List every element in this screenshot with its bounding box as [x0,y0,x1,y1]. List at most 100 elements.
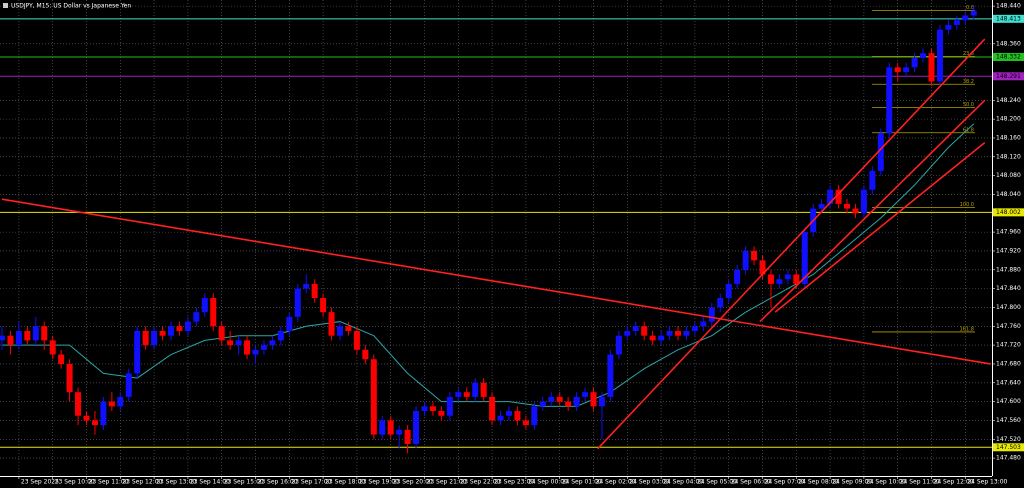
x-tick-label: 23 Sep 17:00 [291,479,331,486]
level-label: 148.002 [996,209,1021,216]
candle-body [506,411,512,416]
x-tick-label: 23 Sep 10:00 [55,479,95,486]
candle-body [615,335,622,355]
candle-body [303,283,310,289]
candle-body [784,274,791,280]
y-tick-label: 148.200 [996,116,1021,123]
candle-body [387,420,394,435]
candle-body [649,335,656,341]
y-tick-label: 147.640 [996,379,1021,386]
candle-body [877,133,884,171]
candle-body [108,401,115,407]
candle-body [142,330,149,346]
candle-body [277,330,284,341]
candle-body [734,269,741,284]
candle-body [463,392,470,397]
candle-body [522,420,529,426]
candle-body [345,326,352,331]
candle-body [396,429,403,435]
x-tick-label: 23 Sep 23:00 [494,479,534,486]
candle-body [928,53,935,82]
y-tick-label: 147.800 [996,304,1021,311]
candle-body [320,298,327,313]
candle-body [945,24,952,30]
y-tick-label: 148.360 [996,40,1021,47]
candle-body [683,330,690,336]
level-marker [993,52,1024,61]
candle-body [700,321,707,327]
candle-body [91,420,98,426]
x-tick-label: 24 Sep 06:00 [731,479,771,486]
candle-body [920,53,927,58]
x-tick-label: 23 Sep 12:00 [122,479,162,486]
candle-body [184,321,191,331]
candle-body [404,429,411,444]
y-tick-label: 147.840 [996,285,1021,292]
candle-body [151,330,158,346]
candle-body [117,396,124,407]
candle-body [903,67,910,73]
level-marker [993,72,1024,81]
candle-body [244,340,251,355]
level-label: 147.503 [996,444,1021,451]
candle-body [455,392,462,397]
candle-body [7,335,14,346]
candle-body [286,316,293,331]
y-tick-label: 147.480 [996,455,1021,462]
candle-body [429,406,436,412]
candle-body [708,307,715,322]
x-tick-label: 24 Sep 08:00 [798,479,838,486]
fib-label: 50.0 [963,102,974,108]
candle-body [438,411,445,416]
candle-body [556,396,563,402]
candle-body [201,298,208,313]
candle-body [742,250,749,270]
candle-body [598,396,605,407]
candle-body [962,15,969,21]
candle-body [666,330,673,336]
x-tick-label: 23 Sep 19:00 [359,479,399,486]
x-tick-label: 23 Sep 14:00 [190,479,230,486]
candle-body [472,382,479,397]
plot-area: 0.0 23.6 38.2 50.0 61.8 100.0 161.8 [0,5,992,454]
candle-body [776,279,783,284]
level-label: 148.332 [996,53,1021,60]
x-tick-label: 23 Sep 11:00 [89,479,129,486]
y-tick-label: 148.040 [996,191,1021,198]
candle-body [370,359,377,435]
candle-body [793,274,800,284]
level-label: 148.413 [996,15,1021,22]
candle-body [353,330,360,350]
y-tick-label: 147.760 [996,323,1021,330]
y-tick-label: 147.680 [996,360,1021,367]
x-tick-label: 24 Sep 13:00 [967,479,1007,486]
candle-body [49,340,56,355]
candle-body [480,382,487,397]
x-tick-label: 23 Sep 22:00 [460,479,500,486]
x-tick-label: 23 Sep 15:00 [224,479,264,486]
candle-body [421,406,428,412]
candle-body [894,67,901,73]
y-tick-label: 147.600 [996,398,1021,405]
candle-body [159,330,166,336]
fib-label: 61.8 [963,127,974,133]
x-tick-label: 24 Sep 12:00 [934,479,974,486]
x-tick-label: 24 Sep 07:00 [765,479,805,486]
candle-body [759,260,766,275]
candle-body [691,326,698,331]
x-tick-label: 24 Sep 03:00 [629,479,669,486]
candle-body [446,396,453,416]
candle-body [675,330,681,336]
candle-body [210,298,217,327]
x-tick-label: 23 Sep 2025 [21,479,59,486]
candle-body [573,396,580,407]
candle-body [539,401,546,407]
candle-body [294,288,301,317]
candle-body [379,420,386,435]
candle-body [168,326,174,336]
level-marker [993,443,1024,452]
x-tick-label: 24 Sep 11:00 [900,479,940,486]
y-tick-label: 147.880 [996,266,1021,273]
candle-body [548,396,555,402]
x-tick-label: 23 Sep 13:00 [156,479,196,486]
